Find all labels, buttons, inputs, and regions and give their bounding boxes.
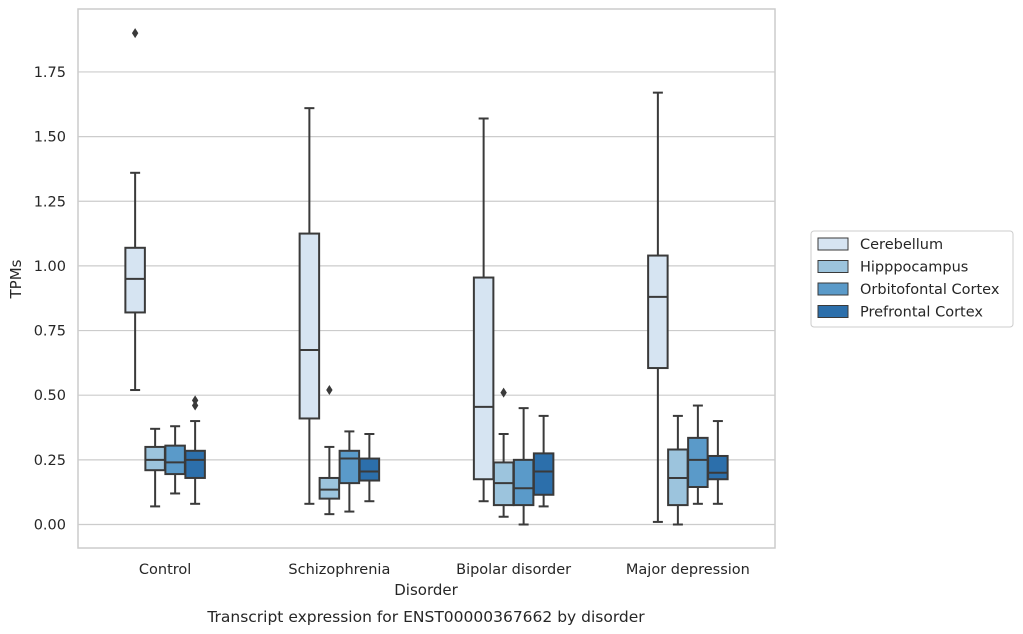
box-body [472,276,495,481]
x-axis-ticks: Control Schizophrenia Bipolar disorder Majo… [139,562,750,578]
legend-label: Prefrontal Cortex [860,305,983,321]
box-hipppocampus [667,414,689,526]
box-hipppocampus [318,385,341,516]
legend-label: Hipppocampus [860,260,968,276]
box-hipppocampus [144,427,166,508]
y-axis-label: TPMs [7,259,25,299]
outlier-point [500,387,507,398]
y-tick-label: 0.25 [34,453,66,469]
box-body [338,449,361,485]
y-tick-label: 1.00 [34,259,66,275]
x-tick-label: Control [139,562,191,578]
box-prefrontal-cortex [358,432,381,503]
box-body [144,445,166,472]
box-cerebellum [124,28,146,392]
box-prefrontal-cortex [532,414,555,508]
legend-label: Orbitofontal Cortex [860,282,1000,298]
box-body [707,454,729,481]
legend-frame [810,230,1014,328]
box-body [124,246,146,314]
y-tick-label: 1.25 [34,194,66,210]
box-body [512,458,535,507]
box-body [298,232,321,420]
box-body [184,449,206,479]
box-body [164,444,186,476]
box-cerebellum [647,91,669,523]
box-orbitofontal-cortex [164,425,186,495]
box-prefrontal-cortex [707,420,729,505]
outlier-point [131,28,139,39]
legend-label: Cerebellum [860,237,943,253]
box-cerebellum [472,117,495,503]
box-prefrontal-cortex [184,395,206,505]
box-body [532,452,555,496]
legend-swatch [817,260,849,273]
box-orbitofontal-cortex [512,407,535,526]
outlier-point [326,385,333,396]
legend-swatch [817,282,849,296]
x-tick-label: Major depression [626,562,750,578]
box-body [687,436,709,489]
box-orbitofontal-cortex [687,404,709,505]
legend-swatch [817,305,849,318]
x-axis-label: Disorder [394,581,458,599]
y-tick-label: 0.00 [34,518,66,534]
box-body [647,254,669,370]
y-tick-label: 0.50 [34,388,66,404]
box-plot-series [124,28,729,526]
outlier-point [191,395,199,406]
y-tick-label: 0.75 [34,324,66,340]
y-tick-label: 1.50 [34,130,66,146]
outlier-point [191,400,199,411]
x-tick-label: Schizophrenia [288,562,390,578]
box-orbitofontal-cortex [338,430,361,513]
chart-caption: Transcript expression for ENST0000036766… [206,608,645,626]
x-tick-label: Bipolar disorder [456,562,571,578]
box-body [358,457,381,482]
y-axis-ticks: 0.00 0.25 0.50 0.75 1.00 1.25 1.50 1.75 [34,65,66,534]
plot-area-frame [77,8,776,549]
y-tick-label: 1.75 [34,65,66,81]
box-cerebellum [298,107,321,505]
box-hipppocampus [492,387,515,518]
box-body [318,476,341,500]
legend: Cerebellum Hipppocampus Orbitofontal Corte… [810,230,1014,328]
legend-swatch [817,237,849,251]
